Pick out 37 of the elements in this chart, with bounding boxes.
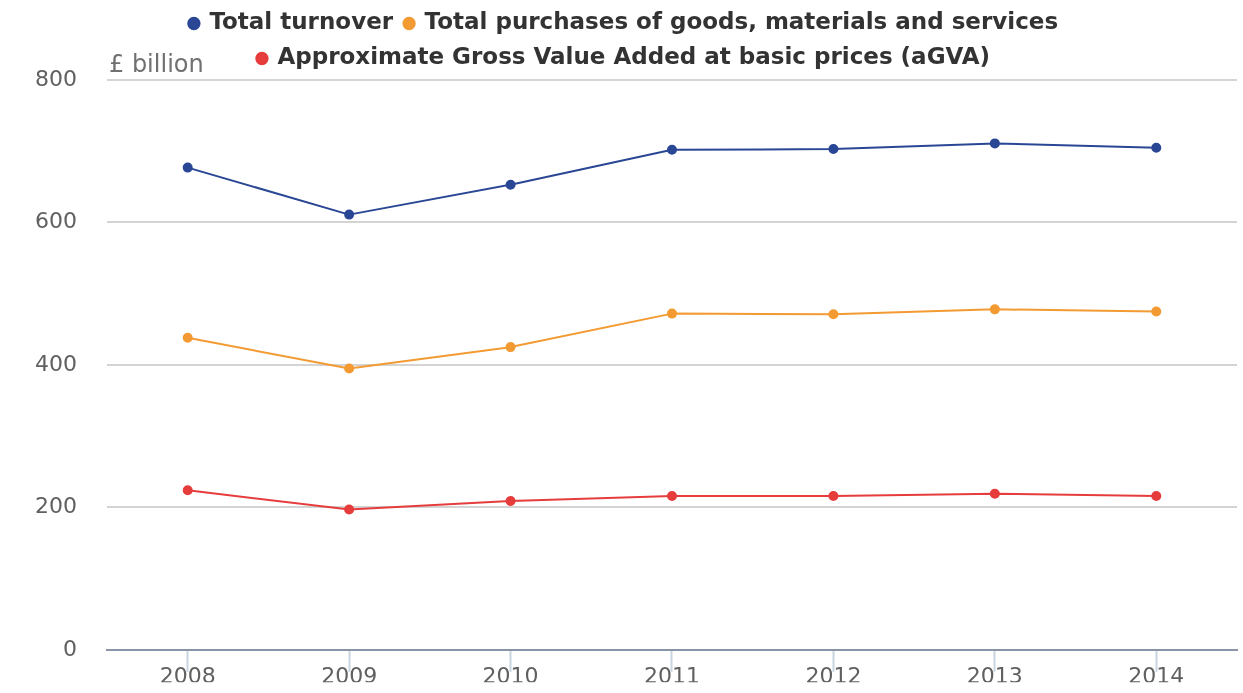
point (344, 209, 355, 220)
point (1151, 490, 1162, 501)
point (182, 332, 193, 343)
point (989, 488, 1000, 499)
y-tick-label: 200 (34, 493, 77, 519)
point (667, 308, 677, 319)
point (344, 363, 355, 374)
y-tick-label: 400 (34, 350, 77, 376)
x-tick-label: 2008 (159, 662, 216, 688)
point (505, 342, 516, 353)
point (828, 309, 839, 320)
x-tick-label: 2009 (321, 662, 378, 688)
point (182, 162, 193, 173)
x-tick-label: 2014 (1128, 662, 1185, 688)
y-tick-label: 800 (34, 65, 77, 91)
point (1151, 306, 1162, 317)
y-tick-label: 0 (62, 635, 77, 661)
point (828, 490, 839, 501)
point (989, 138, 1000, 149)
y-axis-title: £ billion (108, 50, 204, 79)
point (505, 495, 516, 506)
point (1151, 142, 1162, 153)
point (182, 485, 193, 496)
point (989, 304, 1000, 315)
point (667, 490, 677, 501)
x-tick-label: 2011 (644, 662, 700, 688)
legend-label: Total turnover (209, 8, 394, 35)
point (828, 144, 839, 155)
legend-label: Total purchases of goods, materials and services (424, 8, 1059, 35)
x-tick-label: 2012 (805, 662, 862, 688)
point (667, 144, 677, 155)
y-tick-label: 600 (34, 208, 77, 234)
point (505, 179, 516, 190)
legend-label: Approximate Gross Value Added at basic prices (aGVA) (277, 43, 991, 70)
x-tick-label: 2010 (482, 662, 539, 688)
x-tick-label: 2013 (966, 662, 1023, 688)
point (344, 504, 355, 515)
